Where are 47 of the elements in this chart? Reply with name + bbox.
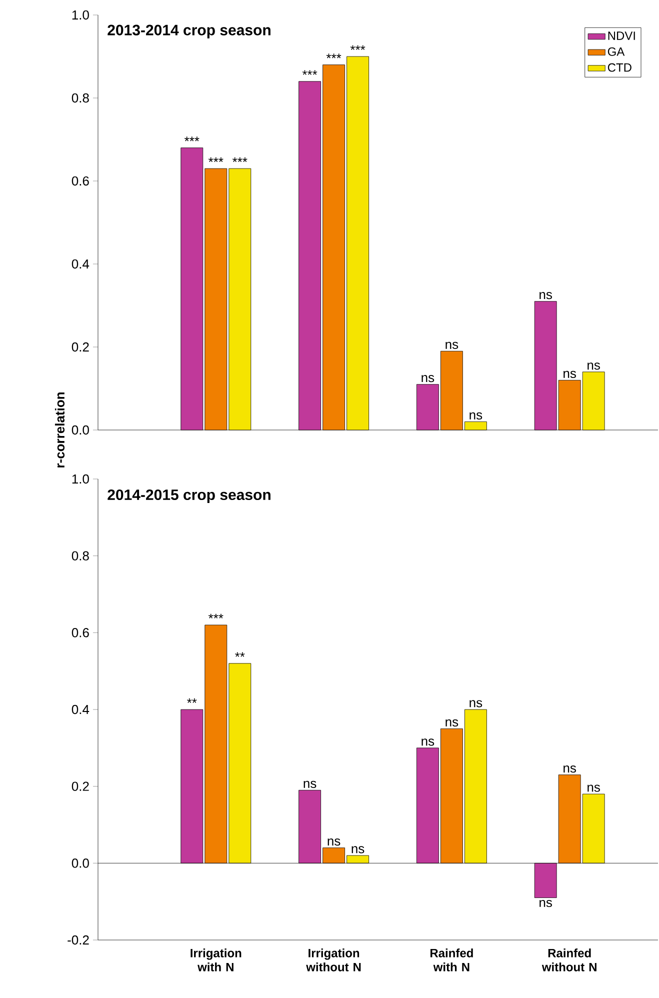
y-tick-label: 0.0 <box>72 858 89 868</box>
y-tick-label: 0.4 <box>72 704 90 714</box>
y-tick-label: 0.6 <box>72 176 89 186</box>
data-label: *** <box>350 45 366 50</box>
data-label: ns <box>540 900 552 908</box>
y-tick-label: 0.8 <box>72 93 89 103</box>
data-label: ** <box>235 652 245 657</box>
x-tick-label: Irrigation without N <box>306 948 361 972</box>
text: 2014-2015 crop season <box>108 489 270 504</box>
data-label: ns <box>470 700 482 708</box>
text: 2013-2014 crop season <box>108 24 270 38</box>
data-label: ns <box>352 846 364 854</box>
data-label: ns <box>304 780 316 788</box>
data-label: ns <box>446 719 458 727</box>
data-label: *** <box>302 70 318 75</box>
data-label: ns <box>328 838 340 846</box>
y-tick-label: 1.0 <box>72 474 89 484</box>
data-label: ns <box>470 412 482 420</box>
data-label: *** <box>208 157 224 162</box>
y-tick-label: 0.0 <box>72 425 89 435</box>
data-label: ns <box>588 362 600 370</box>
y-tick-label: 0.8 <box>72 551 89 560</box>
x-tick-label: Rainfed without N <box>542 948 596 972</box>
legend-label: CTD <box>608 63 632 72</box>
y-axis-title: r-correlation <box>54 392 65 468</box>
y-tick-label: 1.0 <box>72 10 89 20</box>
data-label: ns <box>564 370 576 378</box>
y-tick-label: 0.2 <box>72 782 89 791</box>
x-tick-label: Rainfed with N <box>430 948 473 972</box>
y-tick-label: 0.6 <box>72 628 89 638</box>
data-label: ns <box>588 784 600 792</box>
data-label: ** <box>187 698 197 703</box>
x-tick-label: Irrigation with N <box>190 948 242 972</box>
data-label: *** <box>326 54 342 58</box>
data-label: *** <box>184 136 200 142</box>
y-tick-label: -0.2 <box>68 935 89 945</box>
legend-label: NDVI <box>608 32 635 40</box>
data-label: ns <box>446 342 458 349</box>
data-label: ns <box>422 375 434 382</box>
data-label: *** <box>208 614 224 618</box>
data-label: ns <box>422 738 434 746</box>
legend-label: GA <box>608 47 625 56</box>
y-tick-label: 0.2 <box>72 342 89 352</box>
data-label: ns <box>564 765 576 773</box>
y-tick-label: 0.4 <box>72 259 90 269</box>
data-label: ns <box>540 292 552 300</box>
data-label: *** <box>232 157 248 162</box>
